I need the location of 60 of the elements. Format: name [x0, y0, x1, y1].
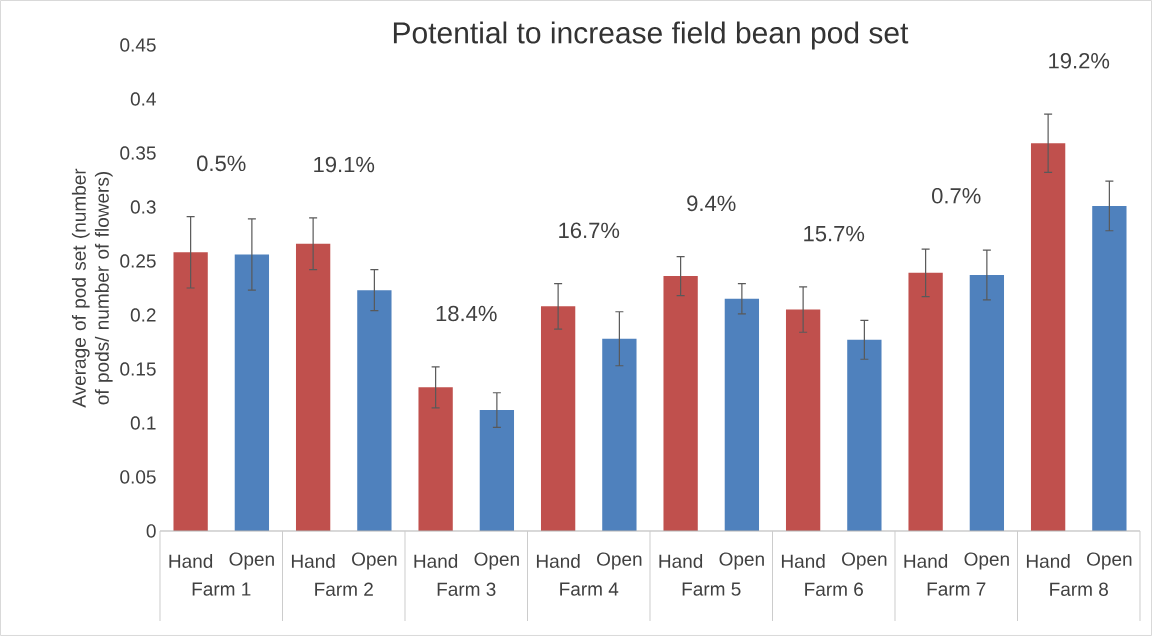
bar — [602, 338, 637, 531]
annotation: 9.4% — [687, 195, 736, 212]
bar — [418, 387, 453, 531]
bar — [1030, 143, 1066, 531]
text: Open — [474, 552, 519, 570]
y-tick-label: 0.35 — [120, 146, 156, 160]
annotation: 19.2% — [1049, 53, 1110, 69]
y-tick-label: 0.25 — [120, 254, 156, 268]
text: Hand — [781, 554, 825, 568]
y-tick-label: 0.05 — [120, 470, 156, 484]
y-tick-label: 0.45 — [120, 38, 156, 52]
x-tick-label: Farm 7 — [927, 582, 986, 596]
text: Open — [964, 552, 1009, 570]
annotation: 15.7% — [804, 225, 865, 242]
bar — [1092, 205, 1127, 531]
bar — [357, 290, 392, 531]
x-tick-label: Farm 8 — [1050, 582, 1108, 596]
bar — [173, 252, 208, 531]
y-tick-label: 0.15 — [120, 362, 156, 376]
text: Open — [229, 552, 274, 570]
text: Open — [352, 552, 397, 570]
y-tick-label: 0.2 — [130, 308, 156, 322]
y-tick-label: 0.3 — [130, 200, 156, 214]
y-tick-label: 0.1 — [130, 416, 156, 430]
bar — [295, 243, 331, 531]
series-label: Hand — [169, 554, 213, 568]
text: Open — [719, 552, 764, 570]
y-tick-label: 0.4 — [130, 92, 156, 106]
x-tick-label: Farm 6 — [805, 582, 863, 596]
text: Open — [842, 552, 887, 570]
text: Hand — [659, 554, 703, 568]
annotation: 16.7% — [559, 222, 620, 239]
bar — [908, 272, 943, 531]
bar — [479, 410, 515, 531]
text: Hand — [536, 554, 580, 568]
text: Open — [597, 552, 642, 570]
series-label: Open — [1087, 552, 1132, 570]
y-axis-title: Average of pod set (number of pods/ number of flowers) — [71, 168, 113, 408]
bar — [785, 309, 821, 531]
text: Hand — [414, 554, 458, 568]
x-tick-label: Farm 1 — [192, 582, 251, 596]
annotation: 0.5% — [197, 155, 246, 172]
bar — [969, 275, 1005, 531]
x-tick-label: Farm 4 — [560, 582, 619, 596]
chart-title: Potential to increase field bean pod set — [393, 21, 909, 50]
annotation: 0.7% — [932, 187, 981, 204]
annotation: 18.4% — [436, 305, 497, 322]
annotation: 19.1% — [314, 156, 375, 173]
y-tick-label: 0 — [146, 524, 156, 538]
bar — [847, 339, 882, 531]
bar — [663, 276, 698, 531]
bar — [234, 254, 270, 531]
bar — [724, 298, 760, 531]
text: Hand — [1026, 554, 1070, 568]
text: Hand — [904, 554, 948, 568]
x-tick-label: Farm 5 — [682, 582, 741, 596]
bar — [540, 306, 576, 531]
x-tick-label: Farm 2 — [315, 582, 373, 596]
text: Hand — [291, 554, 335, 568]
x-tick-label: Farm 3 — [437, 582, 496, 596]
